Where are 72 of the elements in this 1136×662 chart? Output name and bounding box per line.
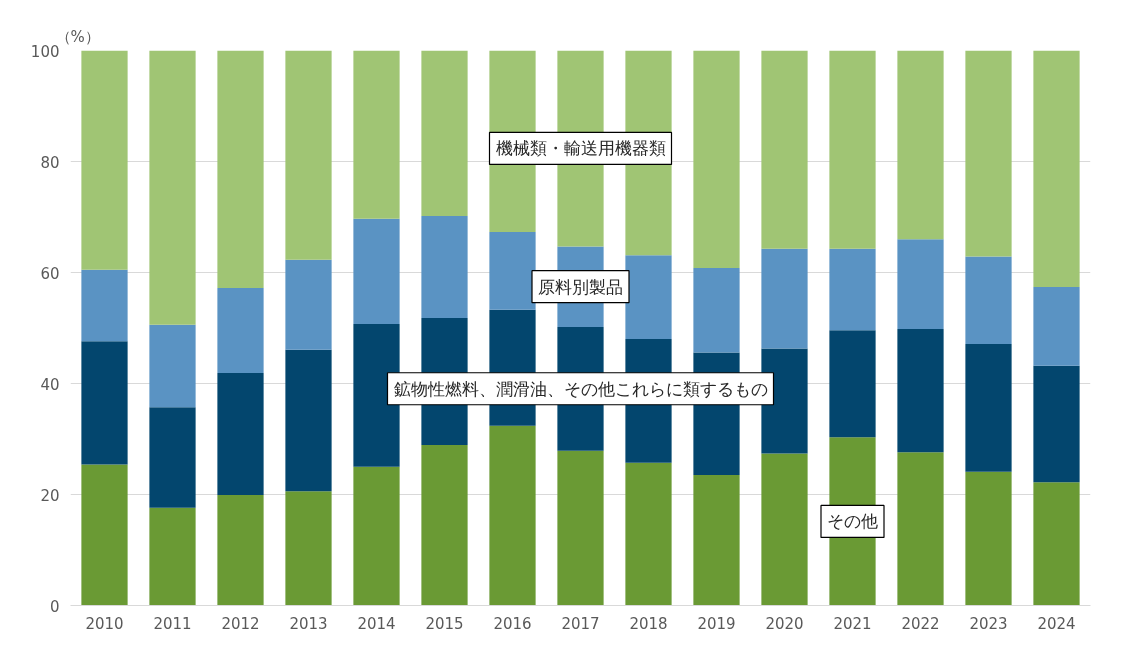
x-tick-label: 2023: [969, 614, 1008, 633]
series-label: 原料別製品: [538, 276, 623, 297]
bar: [353, 50, 400, 219]
x-tick-label: 2016: [493, 614, 532, 633]
bar: [965, 471, 1012, 606]
bar: [217, 50, 264, 289]
x-tick-label: 2017: [561, 614, 600, 633]
bar: [1033, 482, 1080, 606]
bar: [1033, 50, 1080, 287]
x-tick-label: 2011: [153, 614, 192, 633]
bar: [149, 407, 196, 508]
bar: [761, 50, 808, 249]
series-label: 機械類・輸送用機器類: [495, 138, 666, 159]
bar: [897, 50, 944, 240]
x-tick-label: 2015: [425, 614, 464, 633]
bar: [965, 344, 1012, 472]
y-tick-label: 80: [40, 153, 60, 172]
bar: [217, 288, 264, 373]
bar: [693, 268, 740, 353]
bar: [149, 50, 196, 325]
bar: [897, 452, 944, 606]
bar: [897, 239, 944, 330]
bar: [149, 324, 196, 408]
bar: [897, 329, 944, 453]
bar: [1033, 286, 1080, 366]
bar: [353, 466, 400, 606]
bar: [625, 462, 672, 606]
bar: [965, 50, 1012, 257]
bar: [421, 445, 468, 606]
bar: [285, 259, 332, 350]
bar: [489, 425, 536, 606]
bar: [829, 50, 876, 249]
x-tick-label: 2022: [901, 614, 940, 633]
bar: [81, 269, 128, 342]
bar: [557, 450, 604, 606]
series-label: 鉱物性燃料、潤滑油、その他これらに類するもの: [393, 378, 768, 399]
bar: [625, 255, 672, 340]
bar: [489, 231, 536, 310]
bar: [217, 495, 264, 606]
bar: [693, 50, 740, 269]
series-label: その他: [827, 511, 878, 532]
x-tick-label: 2024: [1037, 614, 1076, 633]
x-tick-label: 2014: [357, 614, 396, 633]
bar: [285, 349, 332, 492]
y-tick-label: 40: [40, 375, 60, 394]
bar: [81, 341, 128, 465]
x-tick-label: 2021: [833, 614, 872, 633]
bar: [693, 475, 740, 606]
bar: [421, 50, 468, 216]
bar: [217, 372, 264, 496]
bar: [761, 453, 808, 606]
bar: [81, 464, 128, 606]
bar: [965, 256, 1012, 345]
y-tick-label: 0: [49, 597, 60, 616]
bar: [285, 50, 332, 260]
x-tick-label: 2013: [289, 614, 328, 633]
bar: [761, 248, 808, 349]
y-tick-label: 60: [40, 264, 60, 283]
x-tick-label: 2018: [629, 614, 668, 633]
bar: [829, 330, 876, 438]
y-tick-label: 20: [40, 486, 60, 505]
x-tick-label: 2012: [221, 614, 260, 633]
bar: [829, 248, 876, 331]
x-tick-label: 2019: [697, 614, 736, 633]
bar: [421, 215, 468, 319]
x-tick-label: 2010: [85, 614, 124, 633]
bar: [1033, 365, 1080, 483]
x-tick-label: 2020: [765, 614, 804, 633]
bar: [353, 218, 400, 325]
bar: [149, 507, 196, 606]
bar: [81, 50, 128, 270]
bar: [285, 491, 332, 606]
